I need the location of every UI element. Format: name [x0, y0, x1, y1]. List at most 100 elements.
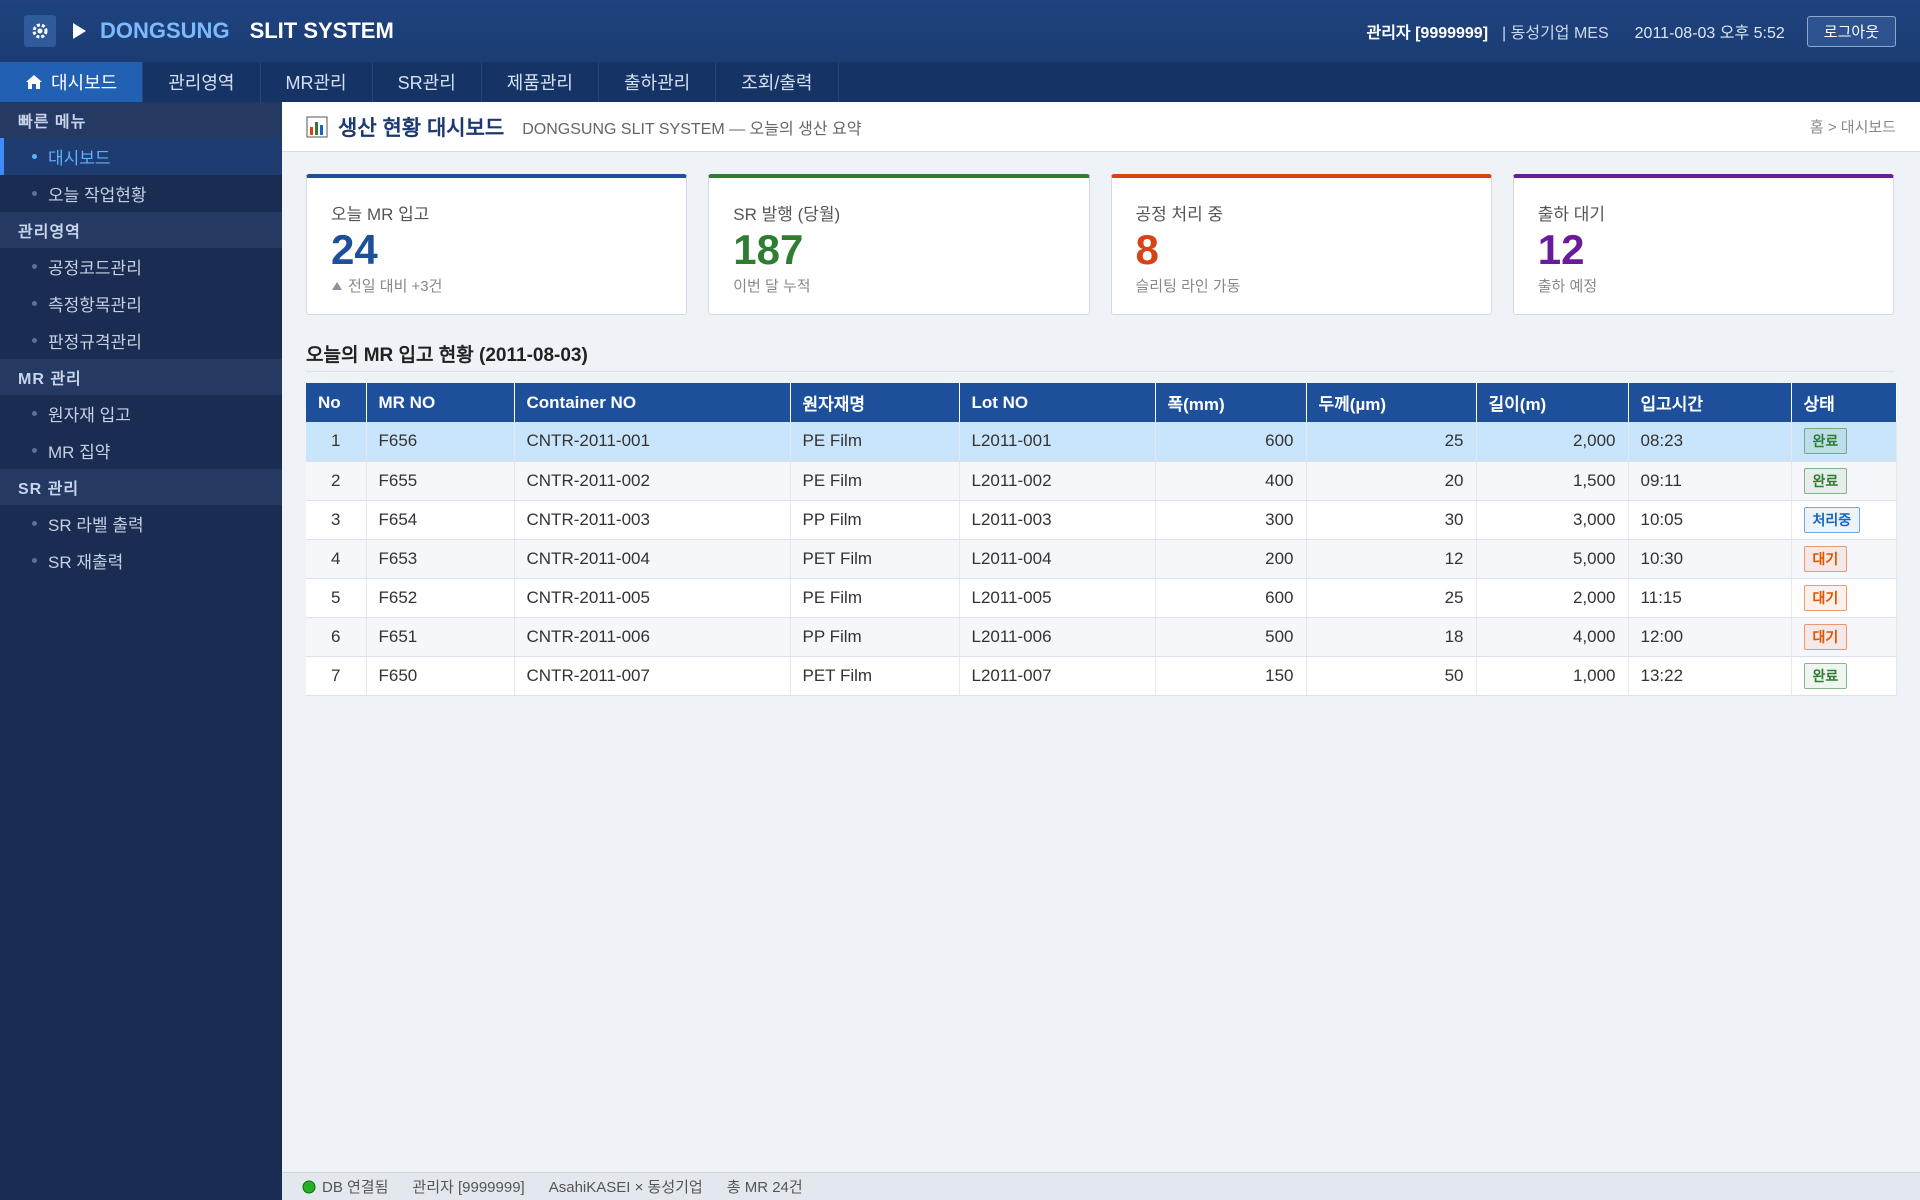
footer-total: 총 MR 24건: [726, 1179, 803, 1196]
sidebar-group-title: 관리영역: [0, 212, 282, 248]
table-cell: 5: [306, 578, 367, 618]
nav-tab[interactable]: MR관리: [261, 62, 373, 102]
sidebar-item-label: 오늘 작업현황: [48, 186, 147, 205]
sidebar-item-label: 판정규격관리: [48, 333, 142, 352]
table-cell: CNTR-2011-001: [514, 422, 791, 462]
table-cell: F655: [366, 461, 515, 501]
company: | 동성기업 MES: [1502, 25, 1609, 42]
page-subtitle: DONGSUNG SLIT SYSTEM — 오늘의 생산 요약: [522, 120, 862, 138]
sidebar-item[interactable]: SR 재출력: [0, 542, 282, 579]
nav-tab[interactable]: 제품관리: [482, 62, 599, 102]
sidebar-item[interactable]: 원자재 입고: [0, 395, 282, 432]
table-row[interactable]: 6 F651 CNTR-2011-006 PP Film L2011-006 500 18 4…: [306, 617, 1897, 657]
gear-icon: [32, 23, 48, 39]
column-header: 입고시간: [1628, 383, 1792, 422]
sidebar-item[interactable]: 측정항목관리: [0, 285, 282, 322]
bullet: [32, 558, 37, 563]
table-cell: F651: [366, 617, 515, 657]
table-cell: L2011-002: [959, 461, 1156, 501]
bullet: [32, 264, 37, 269]
table-cell: 20: [1306, 461, 1477, 501]
kpi-value: 24: [331, 226, 378, 273]
table-cell: 12: [1306, 539, 1477, 579]
table-row[interactable]: 7 F650 CNTR-2011-007 PET Film L2011-007 150 50…: [306, 656, 1897, 696]
sidebar-item-label: MR 집약: [48, 443, 111, 462]
table-cell: 7: [306, 656, 367, 696]
column-header: 원자재명: [790, 383, 960, 422]
table-cell: 5,000: [1476, 539, 1629, 579]
nav-bar: 대시보드 관리영역 MR관리 SR관리 제품관리 출하관리 조회/출력: [0, 62, 1920, 102]
table-cell: 1,000: [1476, 656, 1629, 696]
table-header: No MR NO Container NO 원자재명 Lot NO 폭(mm) 두께(µm)…: [306, 383, 1897, 422]
main: 생산 현황 대시보드 DONGSUNG SLIT SYSTEM — 오늘의 생산…: [282, 102, 1920, 1172]
table-cell: L2011-006: [959, 617, 1156, 657]
sidebar: 빠른 메뉴 대시보드 오늘 작업현황 관리영역 공정코드관리 측정항목관리 판정규격관리 MR…: [0, 102, 282, 1200]
status-badge: 완료: [1803, 428, 1848, 455]
table-cell: L2011-004: [959, 539, 1156, 579]
column-header: MR NO: [366, 383, 515, 422]
table-cell: CNTR-2011-003: [514, 500, 791, 540]
sidebar-item[interactable]: 오늘 작업현황: [0, 175, 282, 212]
table-cell: PP Film: [790, 617, 960, 657]
table-cell: F652: [366, 578, 515, 618]
table-cell: 3,000: [1476, 500, 1629, 540]
kpi-row: 오늘 MR 입고 24 전일 대비 +3건 SR 발행 (당월) 187 이번 달 누적 공…: [306, 174, 1894, 315]
bullet: [32, 191, 37, 196]
status-bar: DB 연결됨 관리자 [9999999] AsahiKASEI × 동성기업 총…: [282, 1172, 1920, 1200]
nav-tab[interactable]: 출하관리: [599, 62, 717, 102]
table-cell: 08:23: [1628, 422, 1792, 462]
table-row[interactable]: 4 F653 CNTR-2011-004 PET Film L2011-004 200 12…: [306, 539, 1897, 579]
sidebar-item[interactable]: 대시보드: [0, 138, 282, 175]
nav-tab[interactable]: 대시보드: [0, 62, 144, 102]
kpi-label: 오늘 MR 입고: [331, 205, 430, 224]
nav-tab[interactable]: 관리영역: [143, 62, 261, 102]
table-cell: 13:22: [1628, 656, 1792, 696]
status-cell: 처리중: [1791, 500, 1897, 540]
sidebar-item[interactable]: SR 라벨 출력: [0, 505, 282, 542]
sidebar-item[interactable]: 공정코드관리: [0, 248, 282, 285]
table-cell: L2011-001: [959, 422, 1156, 462]
sidebar-item-label: 대시보드: [48, 149, 111, 168]
breadcrumb: 홈 > 대시보드: [1809, 119, 1896, 136]
table-cell: L2011-007: [959, 656, 1156, 696]
bullet: [32, 338, 37, 343]
table-cell: 1: [306, 422, 367, 462]
column-header: 길이(m): [1476, 383, 1629, 422]
table-cell: 200: [1155, 539, 1307, 579]
nav-tab-label: MR관리: [285, 73, 347, 93]
table-cell: F656: [366, 422, 515, 462]
table-cell: 10:05: [1628, 500, 1792, 540]
sidebar-group-title: SR 관리: [0, 469, 282, 505]
table-cell: 2: [306, 461, 367, 501]
table-cell: 300: [1155, 500, 1307, 540]
nav-tab[interactable]: 조회/출력: [716, 62, 839, 102]
table-row[interactable]: 1 F656 CNTR-2011-001 PE Film L2011-001 600 25 2…: [306, 422, 1897, 462]
settings-button[interactable]: [24, 15, 56, 47]
mr-table: No MR NO Container NO 원자재명 Lot NO 폭(mm) 두께(µm)…: [306, 383, 1897, 696]
table-cell: CNTR-2011-005: [514, 578, 791, 618]
table-cell: F650: [366, 656, 515, 696]
table-cell: PP Film: [790, 500, 960, 540]
logout-button[interactable]: 로그아웃: [1806, 15, 1896, 47]
table-cell: PE Film: [790, 461, 960, 501]
status-cell: 완료: [1791, 656, 1897, 696]
page-title: 생산 현황 대시보드: [338, 116, 505, 140]
sidebar-item[interactable]: 판정규격관리: [0, 322, 282, 359]
table-row[interactable]: 2 F655 CNTR-2011-002 PE Film L2011-002 400 20 1…: [306, 461, 1897, 501]
play-icon: [73, 23, 86, 39]
nav-tab-label: 출하관리: [624, 73, 691, 93]
status-badge: 처리중: [1803, 506, 1861, 533]
table-row[interactable]: 3 F654 CNTR-2011-003 PP Film L2011-003 300 30 3…: [306, 500, 1897, 540]
sidebar-item[interactable]: MR 집약: [0, 432, 282, 469]
db-status: DB 연결됨: [302, 1176, 388, 1197]
table-cell: 500: [1155, 617, 1307, 657]
table-cell: 50: [1306, 656, 1477, 696]
table-cell: 10:30: [1628, 539, 1792, 579]
brand-primary: DONGSUNG: [100, 18, 230, 43]
table-cell: CNTR-2011-006: [514, 617, 791, 657]
column-header: 두께(µm): [1306, 383, 1477, 422]
table-row[interactable]: 5 F652 CNTR-2011-005 PE Film L2011-005 600 25 2…: [306, 578, 1897, 618]
footer-partners: AsahiKASEI × 동성기업: [548, 1179, 703, 1196]
nav-tab[interactable]: SR관리: [373, 62, 482, 102]
